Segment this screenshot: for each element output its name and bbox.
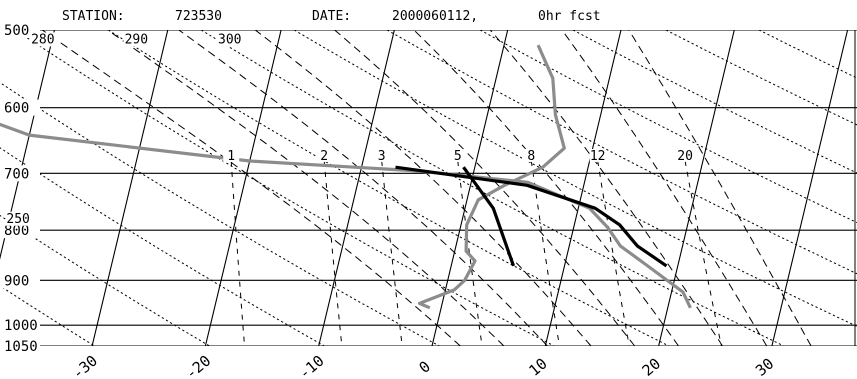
moist-adiabat-16: [334, 30, 636, 346]
temperature-tick-label: -20: [182, 352, 214, 379]
temperature-tick-label: -30: [69, 352, 101, 379]
mixing-ratio-line-8: [530, 160, 560, 346]
dry-adiabat-label: 250: [6, 212, 29, 227]
isotherm-20: [658, 30, 735, 346]
pressure-label-bg: [0, 165, 40, 182]
dry-adiabat-label-bg: [123, 32, 154, 47]
dry-adiabat-280: [15, 30, 555, 346]
mixing-ratio-label: 8: [527, 149, 535, 164]
parcel-moist-segment: [462, 166, 516, 267]
dry-adiabat-label: 280: [31, 32, 54, 47]
pressure-label: 800: [4, 223, 29, 239]
mixing-ratio-line-1: [230, 160, 245, 346]
station-label: STATION:: [62, 9, 125, 24]
dry-adiabat-label-bg: [30, 32, 61, 47]
dry-adiabat-260: [0, 147, 325, 346]
dewpoint-trace: [417, 44, 566, 310]
isotherm--10: [318, 30, 395, 346]
pressure-label-bg: [0, 272, 40, 289]
pressure-label: 1050: [4, 339, 38, 355]
moist-adiabat-4: [107, 30, 505, 346]
mixing-ratio-label: 3: [378, 149, 386, 164]
mixing-ratio-label-bg: [677, 148, 694, 162]
temperature-tick-label: 10: [525, 354, 550, 379]
mixing-ratio-label-bg: [223, 148, 240, 162]
isotherm--30: [91, 30, 169, 346]
mixing-ratio-label-bg: [523, 148, 540, 162]
isotherm-30: [771, 30, 849, 346]
dry-adiabat-label-bg: [5, 211, 36, 226]
moist-adiabat-28: [561, 30, 768, 346]
isotherm-10: [544, 30, 622, 346]
dry-adiabat-340: [572, 30, 857, 174]
mixing-ratio-line-2: [323, 160, 343, 346]
mixing-ratio-lines: [230, 160, 722, 346]
parcel-dry-segment: [395, 165, 668, 268]
date-value: 2000060112,: [392, 9, 478, 24]
dry-adiabat-240: [0, 285, 95, 346]
mixing-ratio-line-20: [684, 160, 722, 346]
dry-adiabat-250: [0, 214, 210, 346]
dry-adiabat-310: [293, 30, 857, 327]
dry-adiabat-320: [386, 30, 857, 275]
isotherm--40: [0, 30, 56, 260]
forecast-label: 0hr fcst: [538, 9, 601, 24]
date-label: DATE:: [312, 9, 351, 24]
pressure-label: 900: [4, 273, 29, 289]
dry-adiabat-270: [0, 82, 440, 346]
pressure-label: 500: [4, 23, 29, 39]
dry-adiabat-330: [479, 30, 857, 224]
mixing-ratio-label-bg: [449, 148, 466, 162]
moist-adiabat-8: [178, 30, 548, 346]
temperature-tick-label: -10: [295, 352, 327, 379]
moist-adiabat-24: [489, 30, 724, 346]
mixing-ratio-label: 1: [227, 149, 235, 164]
pressure-label-bg: [0, 22, 40, 38]
mixing-ratio-line-5: [457, 160, 483, 346]
pressure-label-bg: [0, 338, 40, 354]
mixing-ratio-line-12: [597, 160, 630, 346]
moist-adiabat-20: [413, 30, 679, 346]
temperature-tick-label: 0: [416, 357, 434, 377]
mixing-ratio-label-bg: [589, 148, 606, 162]
moist-adiabat-0: [41, 30, 461, 346]
temperature-tick-label: 30: [752, 354, 777, 379]
dry-adiabat-350: [665, 30, 857, 126]
mixing-ratio-line-3: [381, 160, 403, 346]
mixing-ratio-label: 5: [454, 149, 462, 164]
dry-adiabat-label: 300: [218, 32, 241, 47]
moist-adiabat-32: [628, 30, 812, 346]
dry-adiabat-label-bg: [217, 32, 248, 47]
pressure-label-bg: [0, 99, 40, 116]
moist-adiabat-lines: [41, 30, 812, 346]
mixing-ratio-label: 2: [320, 149, 328, 164]
dry-adiabat-360: [758, 30, 857, 79]
pressure-label: 600: [4, 101, 29, 117]
temperature-tick-label: 20: [639, 354, 664, 379]
isotherm--20: [204, 30, 282, 346]
pressure-label: 700: [4, 166, 29, 182]
dry-adiabat-300: [200, 30, 785, 346]
dry-adiabat-290: [108, 30, 670, 346]
pressure-label-bg: [0, 222, 40, 239]
dry-adiabat-label: 290: [125, 32, 148, 47]
chart-header: STATION: 723530 DATE: 2000060112, 0hr fc…: [62, 9, 601, 24]
mixing-ratio-label: 12: [590, 149, 606, 164]
temperature-trace: [0, 122, 692, 309]
sounding-traces: [0, 44, 692, 310]
mixing-ratio-label-bg: [373, 148, 390, 162]
station-value: 723530: [175, 9, 222, 24]
pressure-label: 1000: [4, 318, 38, 334]
pressure-label-bg: [0, 317, 40, 334]
mixing-ratio-label-bg: [316, 148, 333, 162]
mixing-ratio-label: 20: [677, 149, 693, 164]
skew-t-grid: [0, 30, 857, 346]
